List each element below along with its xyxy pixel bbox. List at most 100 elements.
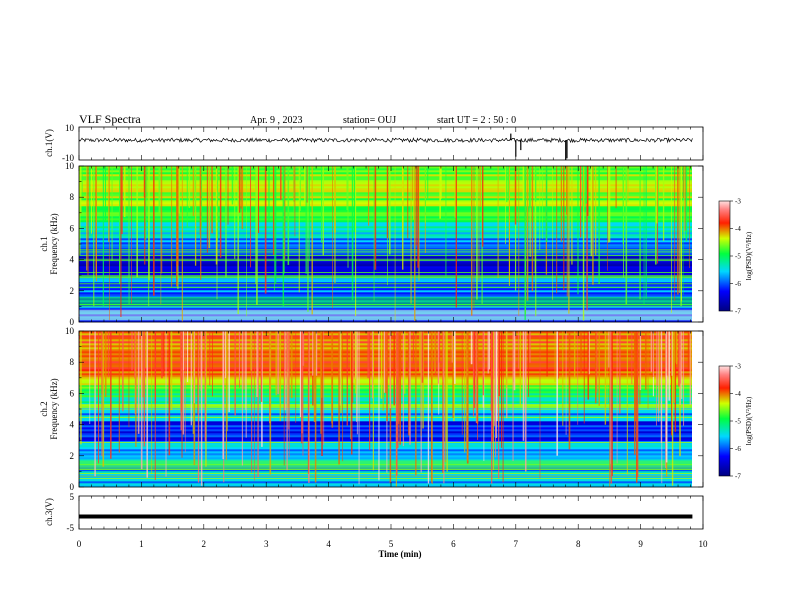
ch2-colorbar-ticks: -3 -4 -5 -6 -7 (730, 363, 741, 481)
ch2-impulse (470, 331, 473, 365)
ch1-impulse (645, 166, 647, 299)
ch2-harmonic-line (79, 407, 693, 408)
ch2-impulse (431, 331, 433, 485)
ch2-colorbar-tick-label: -4 (735, 390, 741, 398)
ch2-impulse (446, 331, 448, 472)
ch2-impulse (492, 331, 494, 442)
ch3-waveform-panel: 5 -5 ch.3(V) (44, 492, 704, 533)
ch2-freq-row (79, 471, 693, 474)
ch2-impulse (352, 331, 354, 403)
ch2-impulse (554, 331, 556, 383)
ch2-impulse (134, 331, 135, 379)
ch2-impulse (399, 331, 401, 428)
ch1-impulse (79, 166, 81, 255)
ch2-impulse (450, 331, 452, 363)
ch1-impulse (677, 166, 679, 295)
ch2-impulse (636, 331, 639, 478)
ch1-impulse (545, 166, 548, 242)
ch1-impulse (200, 166, 202, 280)
ch1-freq-row (79, 206, 693, 209)
ch2-ytick-label: 4 (70, 420, 75, 430)
ch2-impulse (170, 331, 173, 411)
ch1-impulse (268, 166, 270, 221)
ch1-freq-row (79, 200, 693, 203)
ch2-spec-xtick-marks (78, 331, 704, 487)
ch2-impulse (382, 331, 384, 412)
ch1-impulse (131, 166, 132, 304)
ch2-impulse (358, 331, 360, 485)
ch2-impulse (420, 331, 422, 436)
ch1-impulse (526, 166, 529, 301)
ch2-impulse (655, 331, 657, 426)
ch2-impulse (689, 331, 692, 405)
ch2-impulse (288, 331, 290, 458)
ch1-freq-row (79, 176, 693, 179)
ch1-freq-row (79, 242, 693, 245)
ch2-impulse (372, 331, 374, 471)
ch2-impulse (466, 331, 469, 461)
ch2-freq-row (79, 457, 693, 460)
ch1-impulse (152, 166, 155, 296)
ch1-impulse (293, 166, 295, 212)
ch1-freq-row (79, 240, 693, 243)
ch1-impulse (607, 166, 608, 271)
ch1-freq-row (79, 306, 693, 309)
ch2-impulse (104, 331, 107, 397)
ch2-impulse (315, 331, 318, 376)
ch1-impulse (427, 166, 429, 199)
ch1-freq-row (79, 228, 693, 231)
ch2-impulse (419, 331, 421, 373)
ch1-impulse (256, 166, 258, 305)
ch1-freq-row (79, 264, 693, 267)
ch1-impulse (685, 166, 688, 242)
ch2-impulse (342, 331, 344, 462)
ch2-impulse (631, 331, 633, 384)
ch1-impulse (148, 166, 150, 281)
time-axis-tick-label: 7 (514, 539, 519, 549)
ch1-impulse (470, 166, 473, 316)
ch3-xtick-marks (78, 496, 704, 529)
ch1-impulse (440, 166, 442, 199)
ch2-impulse (386, 331, 388, 422)
time-axis-tick-label: 2 (202, 539, 207, 549)
ch1-impulse (455, 166, 457, 308)
ch1-spec-nodata (692, 166, 703, 322)
ch1-impulse (241, 166, 244, 230)
ch2-impulse (675, 331, 678, 365)
ch1-impulse (206, 166, 208, 253)
ch2-impulse (658, 331, 660, 422)
ch2-impulse (415, 331, 417, 476)
ch1-ytick-label: 10 (65, 161, 75, 171)
ch2-impulse (610, 331, 611, 464)
ch1-impulse (111, 166, 113, 261)
ch2-impulse (518, 331, 520, 369)
ch3-ytick-top: 5 (70, 492, 75, 502)
ch2-impulse (671, 331, 674, 486)
time-axis-tick-label: 8 (576, 539, 581, 549)
ch2-impulse (146, 331, 149, 478)
ch2-freq-row (79, 425, 693, 428)
ch2-impulse (565, 331, 567, 435)
ch1-impulse (347, 166, 349, 268)
ch1-impulse (121, 166, 123, 235)
ch2-impulse (491, 331, 493, 484)
ch2-impulse (225, 331, 228, 461)
ch1-impulse (294, 166, 296, 237)
ch1-freq-row (79, 246, 693, 249)
ch2-impulse (434, 331, 436, 372)
ch2-impulse (639, 331, 642, 391)
ch2-harmonic-line (79, 475, 693, 477)
ch1-impulse (231, 166, 234, 205)
ch1-impulse (656, 166, 658, 224)
ch1-impulse (257, 166, 260, 233)
ch2-impulse (452, 331, 454, 418)
figure-title: VLF Spectra (79, 112, 141, 126)
ch2-impulse (451, 331, 453, 363)
ch2-impulse (180, 331, 183, 412)
ch1-impulse (534, 166, 536, 273)
ch1-freq-row (79, 194, 693, 197)
ch2-impulse (245, 331, 247, 438)
ch1-ytick-label: 0 (70, 317, 75, 327)
ch1-impulse (476, 166, 478, 300)
